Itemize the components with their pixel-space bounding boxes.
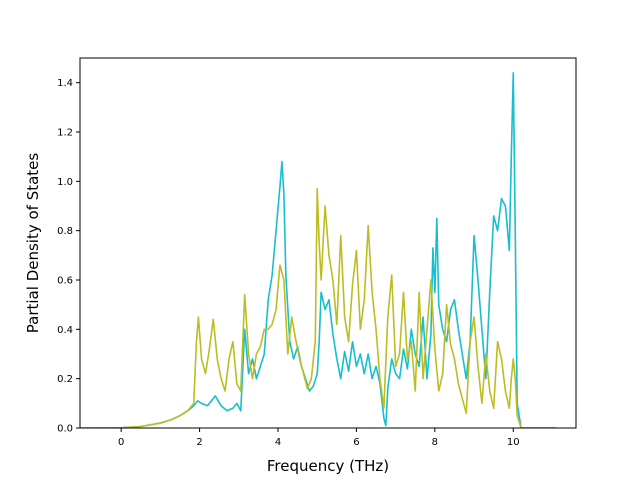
- series-layer: [80, 72, 557, 428]
- x-axis-label: Frequency (THz): [267, 457, 389, 475]
- x-tick-label: 8: [432, 437, 438, 448]
- y-tick-label: 1.0: [57, 177, 73, 188]
- x-tick-label: 4: [275, 437, 281, 448]
- series-line-1: [80, 72, 557, 428]
- y-tick-label: 0.8: [57, 226, 73, 237]
- y-tick-label: 0.0: [57, 424, 73, 435]
- y-axis-label: Partial Density of States: [24, 153, 42, 334]
- x-tick-label: 0: [118, 437, 124, 448]
- series-line-2: [80, 187, 557, 428]
- y-tick-label: 1.2: [57, 128, 73, 139]
- y-tick-label: 0.2: [57, 374, 73, 385]
- x-tick-label: 10: [507, 437, 520, 448]
- y-tick-label: 0.6: [57, 276, 73, 287]
- x-axis-ticks: 0 2 4 6 8 10: [118, 428, 520, 448]
- plot-frame: [79, 57, 577, 429]
- y-tick-label: 1.4: [57, 78, 73, 89]
- x-tick-label: 2: [196, 437, 202, 448]
- y-axis-ticks: 0.0 0.2 0.4 0.6 0.8 1.0 1.2 1.4: [57, 78, 80, 435]
- x-tick-label: 6: [353, 437, 359, 448]
- y-tick-label: 0.4: [57, 325, 73, 336]
